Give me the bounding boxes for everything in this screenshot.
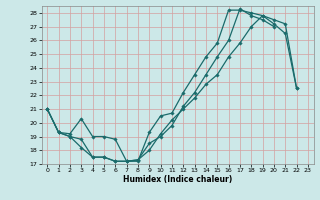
X-axis label: Humidex (Indice chaleur): Humidex (Indice chaleur) — [123, 175, 232, 184]
